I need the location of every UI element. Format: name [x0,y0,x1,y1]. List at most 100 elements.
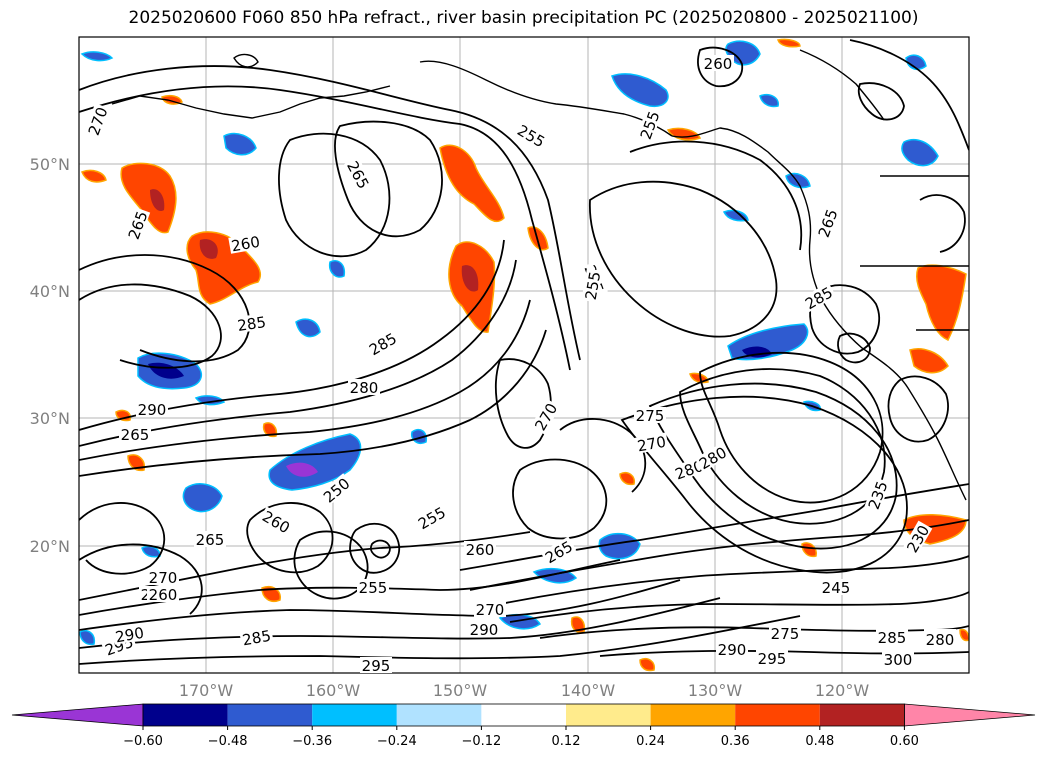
precip-negative-area [785,172,811,189]
precip-negative-area [722,209,749,222]
contour-label: 245 [822,579,851,597]
precip-positive-area [777,38,801,48]
contour-label-bg [636,107,663,143]
precip-negative-area [182,483,223,513]
contour-label-bg [360,657,392,673]
contour-label-bg [119,426,151,442]
colorbar-extend-low [11,703,144,727]
contour-label-bg [318,473,354,507]
contour-label-bg [147,569,179,585]
colorbar-segment [227,704,313,726]
contour-label-bg [902,520,933,557]
contour-label-bg [694,442,731,473]
contour-label-bg [468,621,500,637]
contour-label-bg [702,55,734,71]
contour-label-bg [364,328,401,359]
contour-label-bg [876,629,908,645]
contour-label-bg [136,401,168,417]
lat-label: 30°N [30,409,70,428]
lon-label: 150°W [433,681,488,700]
precip-negative-area [295,318,321,338]
map-frame [78,36,970,674]
contour-label: 260 [149,586,178,604]
precip-negative-area [611,73,669,108]
contour-label-bg [474,601,506,617]
precip-negative-area [286,462,318,477]
contour-label: 295 [758,650,787,668]
contour-label-bg [239,626,274,648]
lon-label: 120°W [815,681,870,700]
precip-negative-area [223,132,257,156]
contour-label: 290 [138,401,167,419]
contour-label: 260 [466,541,495,559]
lat-axis: 50°N 40°N 30°N 20°N [30,155,70,556]
contour-label-bg [530,398,561,435]
precip-negative-area [268,433,362,491]
precip-positive-area [909,348,949,374]
lon-label: 130°W [688,681,743,700]
colorbar-outline [142,703,905,727]
colorbar-segment [143,704,228,726]
contour-label-bg [864,477,891,513]
precip-positive-area [199,239,218,259]
contour-label-bg [800,282,837,313]
contour-label-bg [234,312,269,334]
colorbar-tick-label: 0.24 [636,734,665,749]
contour-label: 285 [241,627,272,650]
contour-label: 290 [718,641,747,659]
contour-label-bg [357,579,389,595]
contour-label-bg [348,379,380,395]
lon-label: 170°W [179,681,234,700]
coastlines [111,49,969,501]
precip-positive-area [127,454,146,472]
precip-positive-area [801,542,818,558]
contour-label-bg [258,506,295,537]
colorbar-tick-label: −0.36 [292,734,332,749]
lon-label: 160°W [306,681,361,700]
colorbar-extend-high [904,703,1036,727]
precip-negative-area [79,630,96,646]
contour-label-bg [344,156,374,193]
precip-positive-area [915,264,967,341]
contour-label: 260 [704,55,733,73]
precip-negative-area [328,260,346,278]
contour-label: 270 [636,433,667,456]
contour-label: 280 [350,379,379,397]
contour-label-bg [756,650,788,666]
contour-label-bg [513,120,550,151]
contour-label-bg [581,268,603,303]
precip-positive-area [262,422,278,438]
contour-label-bg [820,579,852,595]
precip-positive-area [461,265,479,292]
contour-label-bg [882,651,914,667]
chart-title: 2025020600 F060 850 hPa refract., river … [128,8,919,28]
colorbar-tick-label: −0.60 [123,734,163,749]
contour-label-bg [769,625,801,641]
precip-negative-area [80,51,114,62]
contour-label: 295 [362,657,391,675]
contour-label: 265 [121,426,150,444]
lat-label: 20°N [30,537,70,556]
colorbar-tick-label: −0.48 [208,734,248,749]
colorbar-tick-label: −0.24 [377,734,417,749]
contour-label-bg [814,205,841,241]
colorbar-segment [481,704,566,726]
precip-positive-area [120,162,177,234]
contour-label-bg [540,536,577,567]
contour-label: 285 [236,313,267,335]
colorbar-tick-label: 0.36 [721,734,750,749]
contour-label-bg [716,641,748,657]
precip-negative-area [905,54,927,71]
contour-label: 275 [636,407,665,425]
lon-label: 140°W [561,681,616,700]
precip-negative-area [598,532,641,560]
contour-label-bg [124,207,151,243]
colorbar-segment [566,704,651,726]
precip-positive-area [959,628,969,642]
precip-negative-area [725,40,761,66]
refractivity-contours [79,39,969,665]
contour-label: 255 [582,270,605,301]
precip-positive-area [81,169,107,183]
contour-label: 280 [926,631,955,649]
